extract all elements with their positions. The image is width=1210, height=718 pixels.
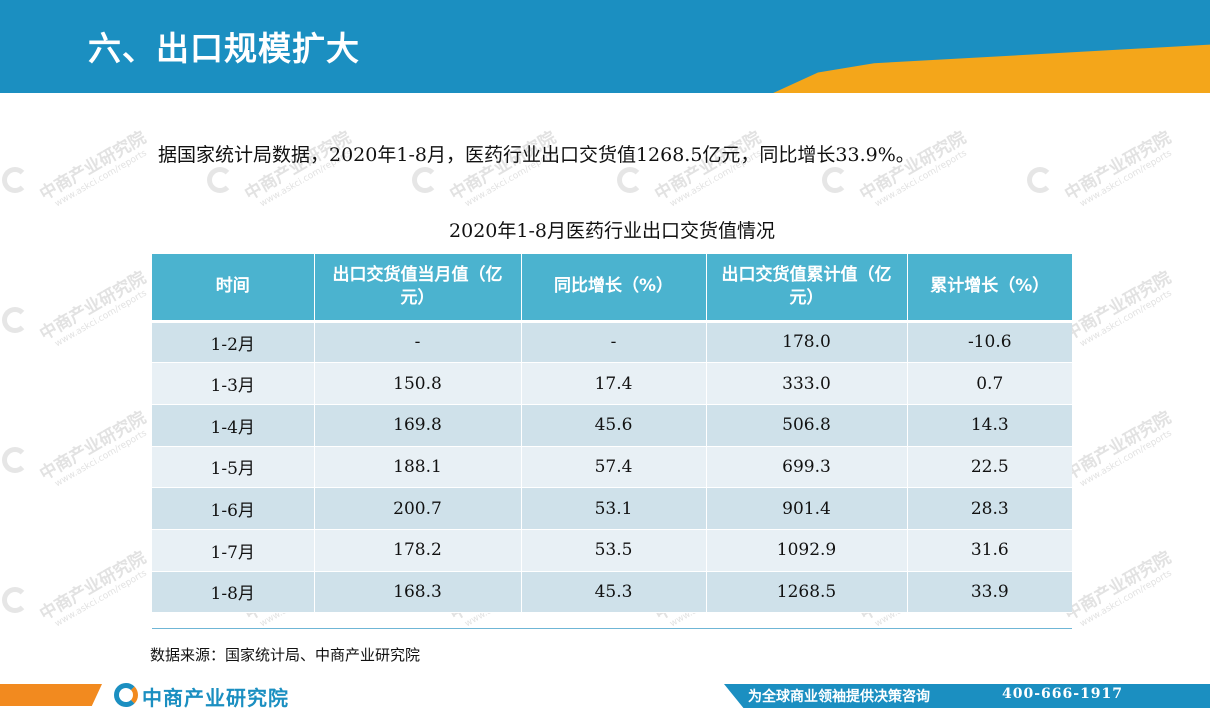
watermark-url: www.askci.com/reports [53,288,149,350]
table-cell: 1-7月 [152,529,315,572]
table-cell: -10.6 [907,321,1072,363]
table-cell: 14.3 [907,404,1072,447]
table-row: 1-7月 178.2 53.5 1092.9 31.6 [152,529,1072,572]
header-cumulative-value: 出口交货值累计值（亿元） [706,254,908,321]
table-cell: - [314,321,522,363]
watermark-logo-icon [412,167,438,193]
table-cell: 1-3月 [152,362,315,405]
header-monthly-value: 出口交货值当月值（亿元） [314,254,522,321]
watermark-url: www.askci.com/reports [1078,288,1174,350]
watermark-logo-icon [2,587,28,613]
table-cell: 33.9 [907,571,1072,613]
watermark-logo-icon [822,167,848,193]
footer-orange-stripe [0,684,102,706]
intro-paragraph: 据国家统计局数据，2020年1-8月，医药行业出口交货值1268.5亿元，同比增… [158,144,915,166]
table-cell: 506.8 [706,404,908,447]
header-cumulative-growth: 累计增长（%） [907,254,1072,321]
table-cell: 200.7 [314,487,522,530]
watermark-name: 中商产业研究院 [1061,407,1175,485]
watermark-name: 中商产业研究院 [36,267,150,345]
table-cell: 178.2 [314,529,522,572]
table-cell: 1-5月 [152,446,315,488]
table-row: 1-8月 168.3 45.3 1268.5 33.9 [152,571,1072,613]
footer-slogan: 为全球商业领袖提供决策咨询 [748,689,930,705]
table-cell: 333.0 [706,362,908,405]
page-title: 六、出口规模扩大 [88,29,360,68]
table-cell: 45.3 [521,571,707,613]
watermark-logo-icon [2,167,28,193]
watermark-name: 中商产业研究院 [1061,547,1175,625]
watermark-url: www.askci.com/reports [1078,568,1174,630]
table-cell: 45.6 [521,404,707,447]
table-cell: 1-2月 [152,321,315,363]
table-cell: 150.8 [314,362,522,405]
header-yoy-growth: 同比增长（%） [521,254,707,321]
data-source-note: 数据来源：国家统计局、中商产业研究院 [150,646,421,664]
watermark-logo-icon [617,167,643,193]
table-row: 1-4月 169.8 45.6 506.8 14.3 [152,404,1072,447]
table-cell: 0.7 [907,362,1072,405]
watermark-name: 中商产业研究院 [36,547,150,625]
watermark-url: www.askci.com/reports [1078,428,1174,490]
watermark-name: 中商产业研究院 [36,407,150,485]
watermark-logo-icon [2,447,28,473]
watermark-url: www.askci.com/reports [53,568,149,630]
table-cell: 1-4月 [152,404,315,447]
table-row: 1-6月 200.7 53.1 901.4 28.3 [152,487,1072,530]
table-cell: 1-6月 [152,487,315,530]
table-header-row: 时间 出口交货值当月值（亿元） 同比增长（%） 出口交货值累计值（亿元） 累计增… [152,254,1072,321]
table-cell: 168.3 [314,571,522,613]
table-row: 1-3月 150.8 17.4 333.0 0.7 [152,362,1072,405]
header-bar: 六、出口规模扩大 [0,0,1210,93]
header-time: 时间 [152,254,315,321]
header-accent-shape [773,44,1210,93]
table-cell: 53.5 [521,529,707,572]
watermark-logo-icon [1027,167,1053,193]
table-cell: 1-8月 [152,571,315,613]
table-row: 1-5月 188.1 57.4 699.3 22.5 [152,446,1072,488]
source-divider [152,628,1072,629]
footer-phone: 400-666-1917 [1002,686,1124,702]
table-cell: 22.5 [907,446,1072,488]
table-cell: 188.1 [314,446,522,488]
brand-logo-text: 中商产业研究院 [142,686,289,710]
watermark-logo-icon [2,307,28,333]
watermark-name: 中商产业研究院 [1061,267,1175,345]
table-cell: - [521,321,707,363]
table-cell: 178.0 [706,321,908,363]
table-title: 2020年1-8月医药行业出口交货值情况 [449,220,775,242]
table-cell: 31.6 [907,529,1072,572]
watermark-url: www.askci.com/reports [53,428,149,490]
table-cell: 28.3 [907,487,1072,530]
watermark-name: 中商产业研究院 [36,127,150,205]
table-cell: 901.4 [706,487,908,530]
brand-logo-icon [114,683,138,707]
table-cell: 699.3 [706,446,908,488]
table-cell: 17.4 [521,362,707,405]
table-row: 1-2月 - -178.0 -10.6 [152,321,1072,363]
table-cell: 1092.9 [706,529,908,572]
footer-blue-band [724,684,1210,708]
watermark-url: www.askci.com/reports [53,148,149,210]
table-cell: 1268.5 [706,571,908,613]
table-cell: 57.4 [521,446,707,488]
watermark-logo-icon [207,167,233,193]
table-cell: 169.8 [314,404,522,447]
table-cell: 53.1 [521,487,707,530]
export-value-table: 时间 出口交货值当月值（亿元） 同比增长（%） 出口交货值累计值（亿元） 累计增… [152,254,1072,613]
